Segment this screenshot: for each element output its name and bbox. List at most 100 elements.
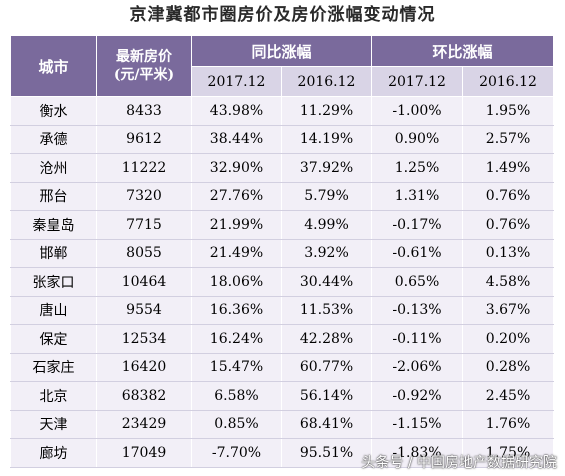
cell-yoy-2016: 4.99% [280, 210, 373, 240]
cell-yoy-2017: 0.85% [191, 409, 282, 439]
cell-yoy-2017: 21.99% [191, 210, 282, 240]
header-price-line1: 最新房价 [116, 49, 172, 65]
cell-yoy-2017: 38.44% [191, 124, 282, 154]
cell-city: 北京 [10, 381, 97, 411]
table-row: 承德 9612 38.44% 14.19% 0.90% 2.57% [10, 124, 555, 154]
cell-mom-2016: 0.28% [462, 352, 555, 382]
cell-mom-2016: 0.13% [462, 238, 555, 268]
cell-price: 11222 [96, 153, 192, 183]
cell-mom-2017: -0.11% [371, 324, 464, 354]
header-mom-2016: 2016.12 [462, 66, 555, 97]
cell-mom-2016: 0.20% [462, 324, 555, 354]
watermark: 头条号 / 中国房地产数据研究院 [361, 455, 557, 471]
price-table: 城市 最新房价 (元/平米) 同比涨幅 环比涨幅 2017.12 2016.12… [10, 35, 555, 468]
table-row: 沧州 11222 32.90% 37.92% 1.25% 1.49% [10, 153, 555, 183]
cell-mom-2017: -0.17% [371, 210, 464, 240]
cell-price: 9612 [96, 124, 192, 154]
cell-city: 石家庄 [10, 352, 97, 382]
cell-price: 17049 [96, 438, 192, 468]
header-yoy-2016: 2016.12 [280, 66, 373, 97]
header-price: 最新房价 (元/平米) [96, 35, 192, 97]
cell-city: 天津 [10, 409, 97, 439]
cell-mom-2016: 3.67% [462, 295, 555, 325]
cell-price: 68382 [96, 381, 192, 411]
cell-yoy-2016: 11.29% [280, 96, 373, 126]
cell-price: 23429 [96, 409, 192, 439]
cell-price: 12534 [96, 324, 192, 354]
cell-yoy-2017: 21.49% [191, 238, 282, 268]
table-row: 邢台 7320 27.76% 5.79% 1.31% 0.76% [10, 181, 555, 211]
cell-yoy-2016: 37.92% [280, 153, 373, 183]
cell-yoy-2016: 14.19% [280, 124, 373, 154]
header-price-line2: (元/平米) [113, 67, 175, 83]
cell-yoy-2016: 60.77% [280, 352, 373, 382]
cell-price: 8433 [96, 96, 192, 126]
cell-yoy-2017: 6.58% [191, 381, 282, 411]
cell-mom-2017: -2.06% [371, 352, 464, 382]
cell-yoy-2017: 18.06% [191, 267, 282, 297]
cell-mom-2017: -1.15% [371, 409, 464, 439]
table-row: 北京 68382 6.58% 56.14% -0.92% 2.45% [10, 381, 555, 411]
cell-mom-2016: 2.57% [462, 124, 555, 154]
cell-mom-2016: 0.76% [462, 181, 555, 211]
table-row: 唐山 9554 16.36% 11.53% -0.13% 3.67% [10, 295, 555, 325]
table-row: 保定 12534 16.24% 42.28% -0.11% 0.20% [10, 324, 555, 354]
cell-price: 10464 [96, 267, 192, 297]
cell-mom-2016: 1.49% [462, 153, 555, 183]
cell-mom-2017: -1.00% [371, 96, 464, 126]
table-row: 秦皇岛 7715 21.99% 4.99% -0.17% 0.76% [10, 210, 555, 240]
table-row: 张家口 10464 18.06% 30.44% 0.65% 4.58% [10, 267, 555, 297]
cell-mom-2017: -0.13% [371, 295, 464, 325]
cell-yoy-2017: 16.24% [191, 324, 282, 354]
cell-yoy-2016: 68.41% [280, 409, 373, 439]
cell-city: 张家口 [10, 267, 97, 297]
cell-yoy-2016: 11.53% [280, 295, 373, 325]
cell-city: 承德 [10, 124, 97, 154]
cell-yoy-2016: 56.14% [280, 381, 373, 411]
table-body: 衡水 8433 43.98% 11.29% -1.00% 1.95% 承德 9612 38.44… [10, 96, 555, 468]
cell-mom-2017: 1.31% [371, 181, 464, 211]
cell-mom-2017: 0.90% [371, 124, 464, 154]
table-title: 京津冀都市圈房价及房价涨幅变动情况 [129, 5, 436, 25]
cell-mom-2017: -1.83% [371, 438, 464, 468]
cell-city: 沧州 [10, 153, 97, 183]
cell-mom-2017: 1.25% [371, 153, 464, 183]
cell-yoy-2017: 15.47% [191, 352, 282, 382]
cell-price: 9554 [96, 295, 192, 325]
table-row: 衡水 8433 43.98% 11.29% -1.00% 1.95% [10, 96, 555, 126]
cell-yoy-2016: 3.92% [280, 238, 373, 268]
header-mom-2017: 2017.12 [371, 66, 464, 97]
cell-yoy-2016: 42.28% [280, 324, 373, 354]
cell-yoy-2017: 16.36% [191, 295, 282, 325]
header-yoy-2017: 2017.12 [191, 66, 282, 97]
table-row: 天津 23429 0.85% 68.41% -1.15% 1.76% [10, 409, 555, 439]
cell-city: 邯郸 [10, 238, 97, 268]
table-row: 廊坊 17049 -7.70% 95.51% -1.83% 1.75% [10, 438, 555, 468]
cell-yoy-2016: 5.79% [280, 181, 373, 211]
cell-yoy-2017: -7.70% [191, 438, 282, 468]
cell-mom-2016: 1.95% [462, 96, 555, 126]
cell-mom-2017: -0.92% [371, 381, 464, 411]
cell-city: 秦皇岛 [10, 210, 97, 240]
cell-city: 唐山 [10, 295, 97, 325]
cell-mom-2017: 0.65% [371, 267, 464, 297]
cell-city: 邢台 [10, 181, 97, 211]
cell-mom-2016: 0.76% [462, 210, 555, 240]
cell-city: 衡水 [10, 96, 97, 126]
table-row: 邯郸 8055 21.49% 3.92% -0.61% 0.13% [10, 238, 555, 268]
cell-city: 保定 [10, 324, 97, 354]
cell-yoy-2017: 32.90% [191, 153, 282, 183]
header-yoy: 同比涨幅 [190, 35, 373, 67]
cell-price: 8055 [96, 238, 192, 268]
cell-price: 16420 [96, 352, 192, 382]
header-mom: 环比涨幅 [371, 35, 555, 67]
cell-mom-2016: 1.75% [462, 438, 555, 468]
cell-price: 7715 [96, 210, 192, 240]
cell-mom-2016: 1.76% [462, 409, 555, 439]
header-city: 城市 [10, 35, 97, 97]
cell-city: 廊坊 [10, 438, 97, 468]
cell-yoy-2016: 95.51% [280, 438, 373, 468]
cell-yoy-2017: 27.76% [191, 181, 282, 211]
cell-price: 7320 [96, 181, 192, 211]
cell-mom-2016: 2.45% [462, 381, 555, 411]
